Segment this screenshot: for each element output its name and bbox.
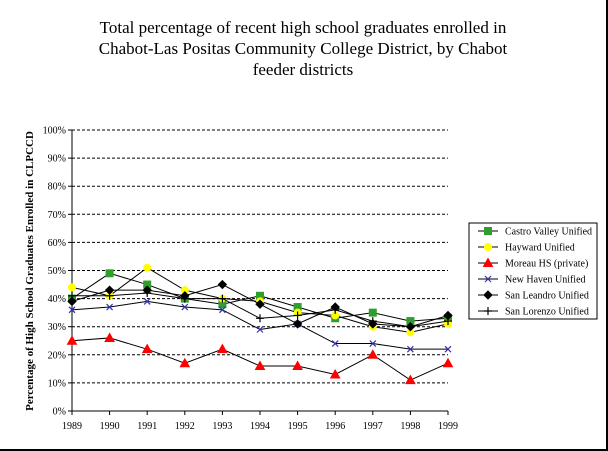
data-point xyxy=(68,291,76,300)
data-point xyxy=(254,360,266,371)
legend-label: Castro Valley Unified xyxy=(505,227,592,238)
data-point xyxy=(256,326,264,333)
data-point xyxy=(293,311,302,320)
chart-title-line-3: feeder districts xyxy=(253,60,354,79)
x-tick-label: 1993 xyxy=(212,421,232,432)
legend-swatch-marker xyxy=(484,275,492,283)
data-point xyxy=(66,335,78,345)
y-tick-label: 50% xyxy=(48,266,66,277)
legend-label: New Haven Unified xyxy=(505,275,586,286)
data-point xyxy=(143,288,152,297)
series-4 xyxy=(67,279,453,332)
chart-title-line-2: Chabot-Las Positas Community College Dis… xyxy=(99,39,508,58)
data-point xyxy=(292,319,303,329)
y-tick-labels: 0% 10% 20% 30% 40% 50% 60% 70% 80% 90% 100% xyxy=(43,126,66,418)
legend-box xyxy=(468,222,598,320)
data-point xyxy=(255,299,265,309)
data-point xyxy=(68,306,76,314)
y-tick-label: 70% xyxy=(48,210,66,221)
axes xyxy=(68,129,449,415)
data-point xyxy=(331,340,339,347)
x-tick-label: 1992 xyxy=(175,421,195,432)
data-point xyxy=(367,349,379,359)
legend-item-5: San Lorenzo Unified xyxy=(478,307,589,318)
data-point xyxy=(369,340,377,347)
data-point xyxy=(180,294,189,303)
data-point xyxy=(292,360,303,371)
legend-item-2: Moreau HS (private) xyxy=(478,257,588,270)
x-tick-labels: 1989 1990 1991 1992 1993 1994 1995 1996 1997 1998… xyxy=(62,421,458,432)
data-point xyxy=(141,343,153,354)
data-point xyxy=(217,343,228,354)
legend-label: San Leandro Unified xyxy=(505,291,589,302)
series-3 xyxy=(68,297,452,353)
data-point xyxy=(405,374,416,385)
chart-title-line-1: Total percentage of recent high school g… xyxy=(100,18,507,37)
data-point xyxy=(444,317,452,326)
data-point xyxy=(368,317,377,326)
legend-item-1: Hayward Unified xyxy=(478,243,575,254)
x-tick-label: 1991 xyxy=(137,421,157,432)
data-point xyxy=(442,357,454,368)
data-point xyxy=(406,345,414,353)
data-point xyxy=(218,294,227,303)
y-tick-label: 80% xyxy=(48,182,66,193)
data-point xyxy=(143,297,151,305)
x-tick-label: 1999 xyxy=(438,421,458,432)
legend: Castro Valley Unified Hayward Unified More… xyxy=(468,222,598,320)
legend-label: San Lorenzo Unified xyxy=(505,307,589,318)
data-point xyxy=(179,357,191,368)
grid-lines xyxy=(72,129,448,384)
data-point xyxy=(331,305,340,314)
x-tick-label: 1994 xyxy=(250,421,270,432)
data-point xyxy=(406,322,415,331)
legend-item-4: San Leandro Unified xyxy=(478,290,589,302)
series-5 xyxy=(68,288,452,331)
x-tick-label: 1998 xyxy=(400,421,420,432)
data-point xyxy=(368,308,377,317)
legend-swatch-marker xyxy=(484,227,492,235)
data-point xyxy=(218,306,226,314)
series-line xyxy=(71,337,449,381)
x-tick-label: 1989 xyxy=(62,421,82,432)
legend-swatch-marker xyxy=(484,243,492,251)
legend-label: Hayward Unified xyxy=(505,243,575,254)
data-point xyxy=(105,291,114,300)
legend-item-3: New Haven Unified xyxy=(478,275,586,286)
y-tick-label: 10% xyxy=(48,378,66,389)
legend-swatch-marker xyxy=(483,290,493,300)
data-point xyxy=(104,332,115,342)
x-tick-label: 1997 xyxy=(363,421,383,432)
series-2 xyxy=(66,332,454,385)
data-point xyxy=(256,314,264,323)
data-point xyxy=(181,303,189,311)
x-tick-label: 1996 xyxy=(325,421,345,432)
data-point xyxy=(444,345,452,353)
legend-label: Moreau HS (private) xyxy=(505,259,588,270)
y-tick-label: 100% xyxy=(43,126,66,137)
series-lines xyxy=(66,263,454,385)
data-point xyxy=(67,296,77,307)
legend-swatch-marker xyxy=(482,257,494,267)
y-tick-label: 60% xyxy=(48,238,66,249)
y-tick-label: 90% xyxy=(48,154,66,165)
y-tick-label: 0% xyxy=(53,407,66,418)
data-point xyxy=(68,283,76,292)
data-point xyxy=(106,303,114,311)
data-point xyxy=(217,279,228,290)
legend-swatch-marker xyxy=(484,307,492,315)
data-point xyxy=(329,368,341,379)
y-axis-label: Percentage of High School Graduates Enro… xyxy=(24,131,36,411)
x-tick-label: 1995 xyxy=(288,421,308,432)
y-tick-label: 40% xyxy=(48,294,66,305)
x-tick-label: 1990 xyxy=(100,421,120,432)
y-tick-label: 20% xyxy=(48,350,66,361)
legend-item-0: Castro Valley Unified xyxy=(478,227,592,238)
data-point xyxy=(143,263,152,272)
y-tick-label: 30% xyxy=(48,322,66,333)
data-point xyxy=(105,269,114,278)
